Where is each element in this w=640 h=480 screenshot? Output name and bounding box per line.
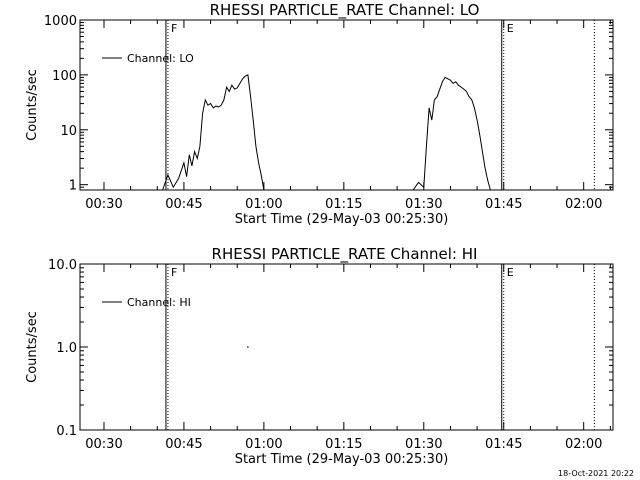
chart-title: RHESSI PARTICLE_RATE Channel: HI (212, 245, 478, 264)
marker-label: E (507, 22, 514, 35)
panel-lo: RHESSI PARTICLE_RATE Channel: LO 00:30 00:… (25, 1, 614, 227)
x-tick-label: 00:30 (85, 197, 122, 212)
panel-hi: RHESSI PARTICLE_RATE Channel: HI 00:30 00:… (25, 245, 614, 467)
x-tick-label: 01:00 (245, 437, 282, 452)
marker-label: F (171, 266, 177, 279)
x-axis-label: Start Time (29-May-03 00:25:30) (235, 452, 449, 467)
data-series-line (162, 74, 265, 191)
y-tick-label: 0.1 (56, 424, 77, 439)
x-tick-label: 01:30 (405, 437, 442, 452)
y-tick-label: 10 (60, 124, 77, 139)
data-series-line (412, 76, 499, 191)
x-tick-label: 01:15 (325, 197, 362, 212)
chart-title: RHESSI PARTICLE_RATE Channel: LO (210, 1, 480, 20)
data-point (247, 346, 249, 348)
x-tick-label: 02:00 (565, 197, 602, 212)
y-tick-label: 100 (52, 69, 77, 84)
plot-frame (79, 263, 614, 431)
x-tick-label: 01:45 (485, 197, 522, 212)
timestamp-footer: 18-Oct-2021 20:22 (558, 469, 634, 478)
x-tick-label: 01:45 (485, 437, 522, 452)
y-tick-label: 1 (69, 179, 77, 194)
y-tick-label: 10.0 (48, 258, 77, 273)
x-tick-label: 01:15 (325, 437, 362, 452)
legend-label: Channel: HI (127, 296, 191, 309)
x-axis-label: Start Time (29-May-03 00:25:30) (235, 212, 449, 227)
legend-label: Channel: LO (127, 52, 194, 65)
x-tick-label: 00:30 (85, 437, 122, 452)
marker-label: E (507, 266, 514, 279)
y-tick-label: 1000 (44, 14, 77, 29)
plot-frame (79, 19, 614, 191)
x-tick-label: 00:45 (165, 197, 202, 212)
x-tick-label: 01:00 (245, 197, 282, 212)
marker-label: F (171, 22, 177, 35)
x-tick-label: 00:45 (165, 437, 202, 452)
y-axis-label: Counts/sec (25, 311, 40, 383)
y-axis-label: Counts/sec (25, 69, 40, 141)
y-tick-label: 1.0 (56, 341, 77, 356)
x-tick-label: 02:00 (565, 437, 602, 452)
x-tick-label: 01:30 (405, 197, 442, 212)
